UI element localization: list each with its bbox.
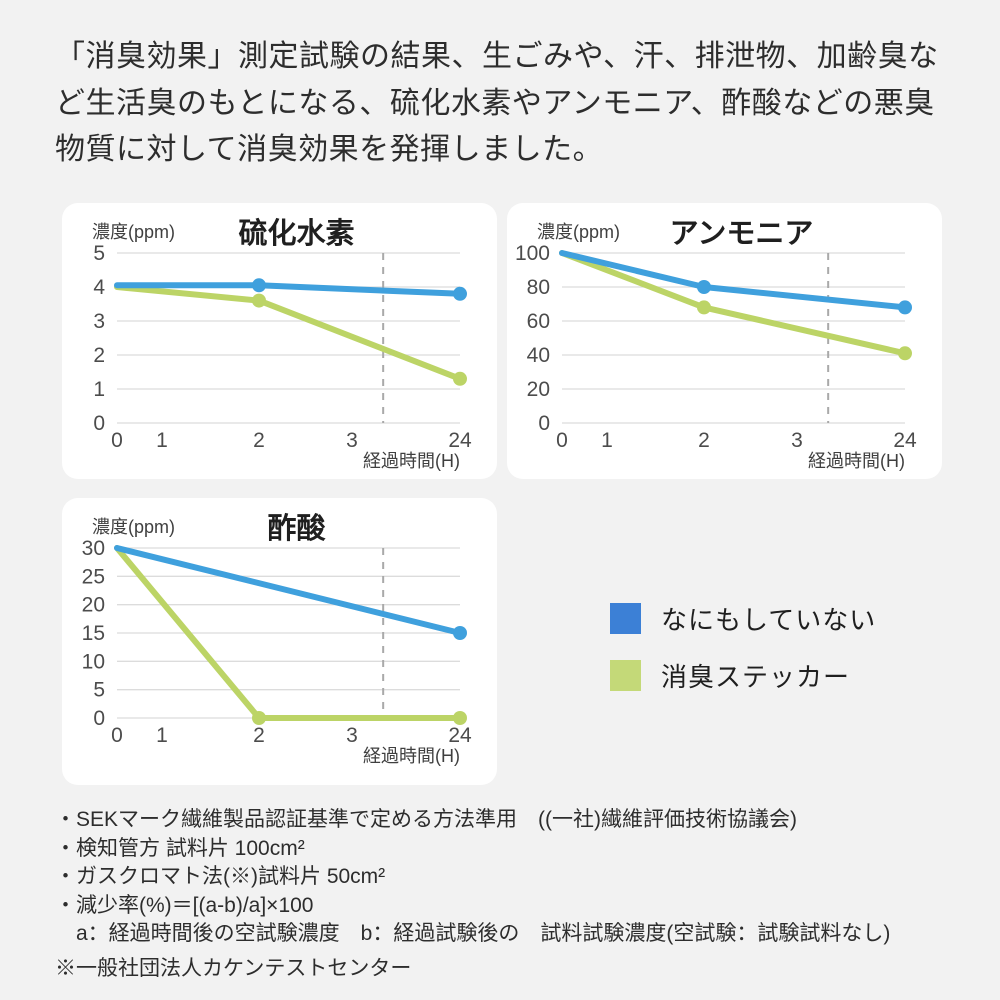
y-tick-label: 5 [93,242,105,265]
y-tick-label: 2 [93,344,105,367]
data-point-marker [453,286,467,301]
chart-card-ammonia: 0 20 40 60 80 100 0 1 2 3 24 濃度(ppm) アンモニア経過時間(H) [507,203,942,479]
x-tick-label: 1 [156,429,168,452]
y-tick-label: 80 [527,276,550,299]
intro-text: 「消臭効果」測定試験の結果、生ごみや、汗、排泄物、加齢臭など生活臭のもとになる、… [55,40,939,166]
data-point-marker [697,300,712,315]
y-tick-label: 3 [93,310,105,333]
x-tick-label: 1 [601,429,613,452]
data-point-marker [453,626,467,640]
data-point-marker [453,711,467,725]
y-tick-label: 1 [93,378,105,401]
x-tick-label: 0 [111,724,123,747]
chart-title: アンモニア [670,218,814,250]
x-tick-label: 2 [253,724,265,747]
data-point-marker [453,371,467,386]
chart-title: 酢酸 [267,512,326,545]
data-point-marker [898,346,912,361]
series-line [114,545,463,636]
y-tick-label: 20 [527,378,550,401]
y-tick-label: 0 [93,412,105,435]
x-tick-label: 3 [346,724,358,747]
y-axis-label: 濃度(ppm) [537,222,620,242]
data-point-marker [252,711,267,725]
y-axis-label: 濃度(ppm) [92,222,175,242]
footnote-line: ・SEKマーク繊維製品認証基準で定める方法準用 ((一社)繊維評価技術協議会) [55,808,797,831]
data-point-marker [252,278,267,293]
footnote-line: ・ガスクロマト法(※)試料片 50cm² [55,865,386,889]
legend-label-deodorant-sticker: 消臭ステッカー [661,662,851,692]
x-tick-label: 0 [111,429,123,452]
x-tick-label: 24 [448,724,472,747]
x-axis-label: 経過時間(H) [808,451,905,471]
data-point-marker [898,300,912,315]
y-axis-label: 濃度(ppm) [92,517,175,537]
y-tick-label: 0 [538,412,550,435]
data-point-marker [252,293,267,308]
legend-label-untreated: なにもしていない [661,605,877,635]
x-tick-label: 3 [791,429,803,452]
legend: なにもしていない 消臭ステッカー [610,600,876,694]
legend-swatch-green [610,660,641,691]
y-tick-label: 5 [93,679,105,702]
y-tick-label: 20 [82,594,105,617]
x-tick-label: 3 [346,429,358,452]
chart-title: 硫化水素 [238,216,354,250]
x-tick-label: 0 [556,429,568,452]
y-tick-label: 40 [527,344,550,367]
x-tick-label: 24 [893,429,917,452]
y-tick-label: 25 [82,565,105,588]
legend-item-deodorant-sticker: 消臭ステッカー [610,657,876,694]
footnote-line: a：経過時間後の空試験濃度 b：経過試験後の 試料試験濃度(空試験：試験試料なし… [55,922,891,946]
chart-card-acetic-acid: 0 5 10 15 20 25 30 0 1 2 3 24 濃度(ppm) 酢酸 経過時間(H) [62,498,497,785]
footnote-line: ・減少率(%)＝[(a-b)/a]×100 [55,893,314,917]
x-tick-label: 1 [156,724,168,747]
series-line [559,250,908,311]
y-tick-label: 4 [93,276,105,299]
data-point-marker [697,280,712,294]
chart-card-hydrogen-sulfide: 0 1 2 3 4 5 0 1 2 3 24 濃度(ppm) 硫化水素経過時間(H) [62,203,497,479]
y-tick-label: 100 [515,242,550,265]
x-tick-label: 24 [448,429,472,452]
test-center-note: ※一般社団法人カケンテストセンター [55,957,412,980]
legend-item-untreated: なにもしていない [610,600,876,637]
series-line [114,284,463,382]
x-axis-label: 経過時間(H) [363,746,460,766]
x-tick-label: 2 [698,429,710,452]
y-tick-label: 60 [527,310,550,333]
y-tick-label: 10 [82,650,105,673]
y-tick-label: 0 [93,707,105,730]
legend-swatch-blue [610,603,641,634]
x-tick-label: 2 [253,429,265,452]
y-tick-label: 15 [82,622,105,645]
footnote-line: ・検知管方 試料片 100cm² [55,836,305,860]
y-tick-label: 30 [82,537,105,560]
x-axis-label: 経過時間(H) [363,451,460,471]
footnotes: ・SEKマーク繊維製品認証基準で定める方法準用 ((一社)繊維評価技術協議会) … [55,806,965,949]
